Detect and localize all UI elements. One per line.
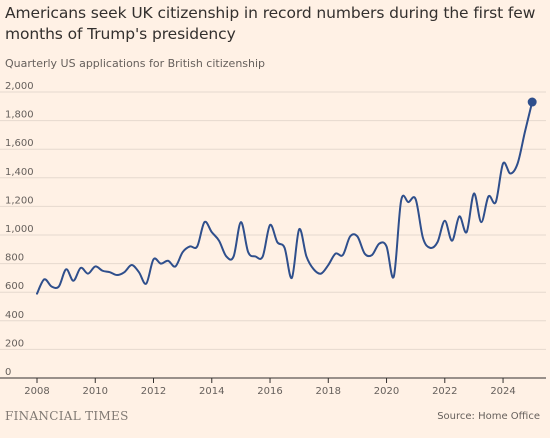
brand-logo-text: FINANCIAL TIMES [5, 409, 129, 423]
latest-value-marker [527, 97, 537, 107]
x-tick-label: 2008 [24, 386, 49, 397]
y-tick-label: 1,600 [5, 138, 34, 149]
y-tick-label: 1,200 [5, 195, 34, 206]
x-tick-label: 2014 [199, 386, 224, 397]
y-tick-label: 0 [5, 367, 11, 378]
x-tick-label: 2022 [432, 386, 457, 397]
y-axis-tick-labels: 0 200 400 600 800 1,000 1,200 1,400 1,600 1,800 2,… [5, 81, 34, 378]
series-line [36, 101, 534, 295]
chart-title: Americans seek UK citizenship in record … [5, 4, 536, 43]
series-layer [36, 97, 537, 295]
y-tick-label: 800 [5, 253, 24, 264]
y-tick-label: 600 [5, 281, 24, 292]
y-tick-label: 1,800 [5, 110, 34, 121]
source-note: Source: Home Office [437, 411, 540, 422]
y-tick-label: 200 [5, 338, 24, 349]
grid-lines [0, 91, 546, 350]
y-tick-label: 1,000 [5, 224, 34, 235]
chart-subtitle: Quarterly US applications for British ci… [5, 57, 266, 70]
y-tick-label: 400 [5, 310, 24, 321]
x-tick-label: 2016 [257, 386, 282, 397]
x-axis-ticks: 2008 2010 2012 2014 2016 2018 2020 2022 2024 [0, 377, 546, 397]
y-tick-label: 2,000 [5, 81, 34, 92]
y-tick-label: 1,400 [5, 167, 34, 178]
x-tick-label: 2018 [316, 386, 341, 397]
x-tick-label: 2012 [141, 386, 166, 397]
x-tick-label: 2020 [374, 386, 399, 397]
x-tick-label: 2010 [83, 386, 108, 397]
x-tick-label: 2024 [490, 386, 515, 397]
